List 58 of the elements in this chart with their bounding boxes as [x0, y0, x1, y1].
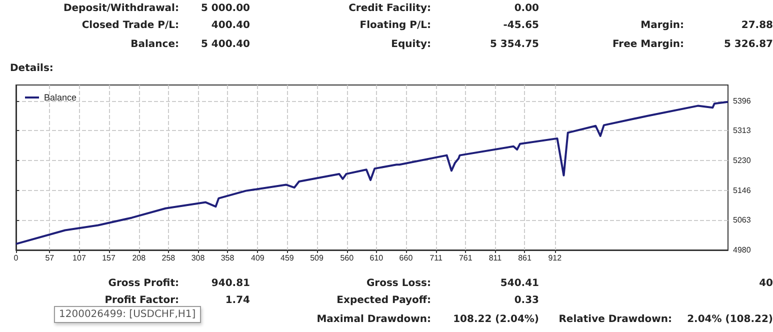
text: Floating P/L: [360, 19, 431, 32]
x-tick-label: 610 [370, 254, 384, 262]
x-tick-label: 0 [14, 254, 19, 262]
text: Free Margin: [612, 38, 684, 51]
text: 5 400.40 [200, 38, 250, 51]
y-tick-label: 5396 [733, 96, 752, 106]
text: Relative Drawdown: [558, 313, 672, 326]
x-tick-label: 258 [162, 254, 176, 262]
x-tick-label: 107 [72, 254, 86, 262]
x-tick-label: 157 [102, 254, 116, 262]
text: 40 [759, 277, 773, 290]
y-tick-label: 4980 [733, 246, 752, 254]
x-tick-label: 57 [45, 254, 55, 262]
text: Expected Payoff: [336, 294, 431, 307]
y-tick-label: 5230 [733, 156, 752, 165]
text: Gross Profit: [108, 277, 179, 290]
text: Details: [10, 62, 54, 75]
x-tick-label: 308 [191, 254, 206, 262]
text: 2.04% (108.22) [687, 313, 773, 326]
x-tick-label: 811 [488, 254, 502, 262]
x-tick-label: 912 [548, 254, 562, 262]
text: Profit Factor: [104, 294, 179, 307]
x-tick-label: 660 [399, 254, 414, 262]
y-tick-label: 5063 [733, 216, 752, 225]
x-tick-label: 761 [458, 254, 473, 262]
x-tick-label: 358 [220, 254, 235, 262]
text: 1200026499: [USDCHF,H1] [54, 306, 201, 323]
x-tick-label: 861 [518, 254, 532, 262]
x-tick-label: 711 [430, 254, 444, 262]
x-tick-label: 208 [132, 254, 146, 262]
x-tick-label: 409 [250, 254, 265, 262]
text: 27.88 [741, 19, 773, 32]
x-tick-label: 459 [280, 254, 294, 262]
text: Balance: [130, 38, 179, 51]
text: 5 354.75 [490, 38, 539, 51]
text: 5 326.87 [724, 38, 773, 51]
text: 0.33 [514, 294, 539, 307]
text: 1.74 [225, 294, 250, 307]
text: Deposit/Withdrawal: [63, 2, 179, 15]
legend-label: Balance [44, 92, 77, 102]
text: 0.00 [514, 2, 539, 15]
text: -45.65 [503, 19, 539, 32]
text: Credit Facility: [348, 2, 431, 15]
y-tick-label: 5313 [733, 126, 752, 136]
text: Margin: [640, 19, 684, 32]
text: 940.81 [211, 277, 250, 290]
x-tick-label: 560 [340, 254, 354, 262]
text: Closed Trade P/L: [82, 19, 179, 32]
line-series [15, 100, 729, 245]
text: 5 000.00 [200, 2, 250, 15]
text: 400.40 [211, 19, 250, 32]
text: 540.41 [500, 277, 539, 290]
text: Equity: [391, 38, 431, 51]
x-tick-label: 509 [310, 254, 324, 262]
text: 108.22 (2.04%) [453, 313, 539, 326]
text: Gross Loss: [366, 277, 431, 290]
y-tick-label: 5146 [733, 186, 752, 195]
text: Maximal Drawdown: [316, 313, 431, 326]
